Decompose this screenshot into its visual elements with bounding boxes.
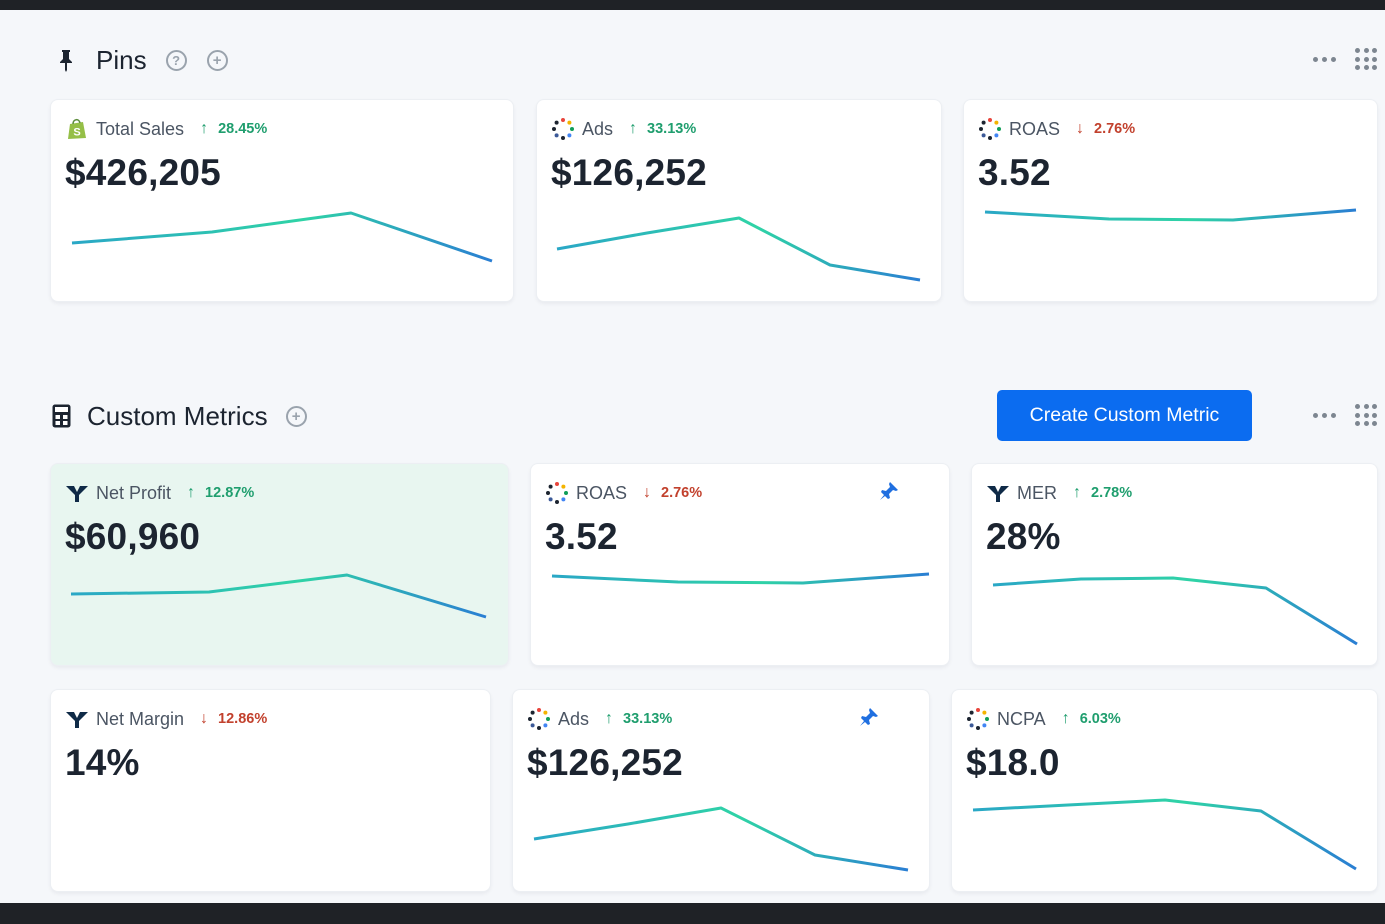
sparkline <box>556 216 921 282</box>
metric-card-ncpa[interactable]: NCPA ↑ 6.03% $18.0 <box>952 690 1377 891</box>
metric-card-net-margin[interactable]: Net Margin ↓ 12.86% 14% <box>51 690 490 891</box>
metric-label: NCPA <box>997 708 1046 729</box>
metric-delta: ↑ 12.87% <box>187 484 254 502</box>
pins-title: Pins <box>96 44 147 75</box>
metric-label: Total Sales <box>96 118 185 139</box>
delta-value: 33.13% <box>623 711 673 727</box>
pin-card-total-sales[interactable]: Total Sales ↑ 28.45% $426,205 <box>51 100 513 301</box>
arrow-up-icon: ↑ <box>605 710 614 727</box>
metric-delta: ↓ 2.76% <box>1076 120 1135 138</box>
sparkline <box>972 798 1357 871</box>
metric-card-mer[interactable]: MER ↑ 2.78% 28% <box>972 464 1377 665</box>
arrow-up-icon: ↑ <box>187 484 196 501</box>
metric-delta: ↑ 33.13% <box>629 120 696 138</box>
metric-value: 14% <box>65 742 140 783</box>
arrow-down-icon: ↓ <box>643 484 652 501</box>
pinned-icon[interactable] <box>859 707 879 727</box>
metric-label: Ads <box>558 708 590 729</box>
metric-label: Ads <box>582 118 614 139</box>
pins-header: Pins ? + <box>56 44 228 76</box>
custom-metrics-title: Custom Metrics <box>87 400 268 431</box>
metric-label: Net Profit <box>96 482 172 503</box>
arrow-up-icon: ↑ <box>1073 484 1081 501</box>
delta-value: 2.76% <box>661 485 703 501</box>
metric-label: ROAS <box>576 482 628 503</box>
add-metric-icon[interactable]: + <box>285 405 307 427</box>
delta-value: 12.87% <box>205 485 255 501</box>
metric-delta: ↑ 6.03% <box>1062 710 1121 728</box>
sparkline <box>533 806 909 872</box>
metric-label: MER <box>1017 482 1057 503</box>
delta-value: 28.45% <box>218 121 268 137</box>
delta-value: 6.03% <box>1079 711 1121 727</box>
arrow-up-icon: ↑ <box>629 120 638 137</box>
metric-value: $126,252 <box>527 742 683 783</box>
sparkline <box>992 576 1358 646</box>
pins-drag-grid-icon[interactable] <box>1355 48 1377 70</box>
metric-card-ads[interactable]: Ads ↑ 33.13% $126,252 <box>513 690 929 891</box>
arrow-up-icon: ↑ <box>1061 710 1070 727</box>
metric-delta: ↓ 12.86% <box>200 710 267 728</box>
calculator-icon <box>52 404 71 428</box>
pinned-icon[interactable] <box>879 481 899 501</box>
metric-card-roas[interactable]: ROAS ↓ 2.76% 3.52 <box>531 464 949 665</box>
metric-delta: ↓ 2.76% <box>643 484 702 502</box>
delta-value: 12.86% <box>218 711 268 727</box>
delta-value: 2.78% <box>1091 485 1133 501</box>
metric-value: $426,205 <box>65 152 221 193</box>
metric-value: 3.52 <box>545 516 618 557</box>
sparkline <box>71 211 493 263</box>
metric-value: 3.52 <box>978 152 1051 193</box>
metric-label: Net Margin <box>96 708 185 729</box>
brand-y-icon <box>66 712 88 728</box>
sparkline <box>984 208 1357 222</box>
pin-card-roas[interactable]: ROAS ↓ 2.76% 3.52 <box>964 100 1377 301</box>
metric-delta: ↑ 28.45% <box>200 120 267 138</box>
create-custom-metric-button[interactable]: Create Custom Metric <box>997 390 1252 441</box>
pins-more-menu[interactable] <box>1313 57 1336 62</box>
metric-value: $18.0 <box>966 742 1060 783</box>
custom-metrics-more-menu[interactable] <box>1313 413 1336 418</box>
delta-value: 33.13% <box>647 121 697 137</box>
sparkline <box>70 573 487 619</box>
metric-label: ROAS <box>1009 118 1061 139</box>
add-pin-icon[interactable]: + <box>206 49 228 71</box>
custom-metrics-header: Custom Metrics + <box>52 400 307 432</box>
metric-card-net-profit[interactable]: Net Profit ↑ 12.87% $60,960 <box>51 464 508 665</box>
bottom-edge-bar <box>0 903 1385 924</box>
arrow-down-icon: ↓ <box>200 710 209 727</box>
metric-delta: ↑ 2.78% <box>1073 484 1132 502</box>
arrow-up-icon: ↑ <box>200 120 209 137</box>
metric-value: $126,252 <box>551 152 707 193</box>
help-icon[interactable]: ? <box>165 49 187 71</box>
metric-value: 28% <box>986 516 1061 557</box>
sparkline <box>551 572 930 585</box>
metric-value: $60,960 <box>65 516 201 557</box>
delta-value: 2.76% <box>1094 121 1136 137</box>
metric-delta: ↑ 33.13% <box>605 710 672 728</box>
arrow-down-icon: ↓ <box>1076 120 1085 137</box>
top-edge-bar <box>0 0 1385 10</box>
custom-metrics-drag-grid-icon[interactable] <box>1355 404 1377 426</box>
pin-card-ads[interactable]: Ads ↑ 33.13% $126,252 <box>537 100 941 301</box>
pin-icon <box>56 48 76 72</box>
